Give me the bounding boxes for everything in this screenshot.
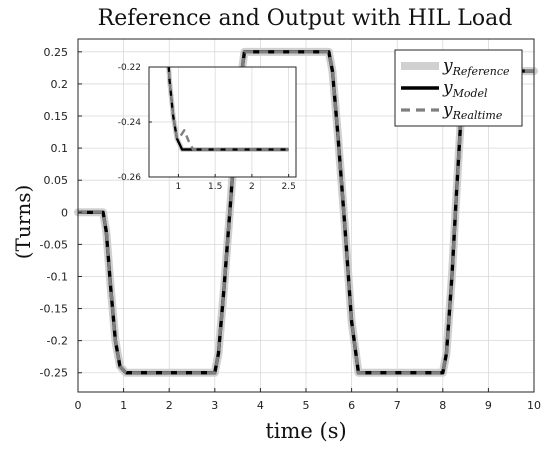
x-tick-label: 8	[439, 399, 446, 412]
y-tick-label: -0.05	[40, 238, 68, 251]
y-tick-label: 0.2	[51, 78, 69, 91]
y-tick-label: 0.05	[44, 174, 69, 187]
y-tick-label: -0.25	[40, 367, 68, 380]
y-tick-label: 0	[61, 206, 68, 219]
x-tick-label: 4	[257, 399, 264, 412]
legend-label-reference: yReference	[442, 56, 510, 78]
y-tick-label: -0.2	[47, 335, 68, 348]
inset-y-tick-label: -0.26	[118, 173, 142, 183]
x-tick-label: 10	[527, 399, 541, 412]
inset-series-line-realtime	[167, 67, 289, 151]
inset-y-tick-label: -0.22	[118, 63, 141, 73]
y-tick-label: 0.25	[44, 46, 69, 59]
inset-x-tick-label: 2	[249, 182, 255, 192]
inset-x-tick-label: 1	[176, 182, 182, 192]
x-tick-label: 0	[75, 399, 82, 412]
y-tick-label: -0.1	[47, 270, 68, 283]
legend-label-realtime: yRealtime	[442, 100, 503, 122]
y-tick-label: 0.1	[51, 142, 69, 155]
x-tick-label: 1	[120, 399, 127, 412]
x-tick-label: 9	[485, 399, 492, 412]
y-tick-label: 0.15	[44, 110, 69, 123]
x-tick-label: 2	[166, 399, 173, 412]
y-tick-label: -0.15	[40, 303, 68, 316]
inset-y-tick-label: -0.24	[118, 118, 142, 128]
x-tick-label: 6	[348, 399, 355, 412]
series-line-realtime	[78, 50, 534, 375]
chart-title: Reference and Output with HIL Load	[98, 6, 513, 31]
x-tick-label: 5	[303, 399, 310, 412]
x-axis-label: time (s)	[265, 419, 346, 443]
inset-series-line-model	[167, 67, 289, 151]
y-axis-label: (Turns)	[11, 185, 35, 260]
inset-x-tick-label: 1.5	[208, 182, 222, 192]
inset-chart: 1 1.5 2 2.5 -0.22 -0.24 -0.26	[118, 63, 297, 192]
x-tick-label: 7	[394, 399, 401, 412]
inset-x-tick-label: 2.5	[281, 182, 295, 192]
x-tick-label: 3	[211, 399, 218, 412]
legend-label-model: yModel	[442, 78, 488, 100]
